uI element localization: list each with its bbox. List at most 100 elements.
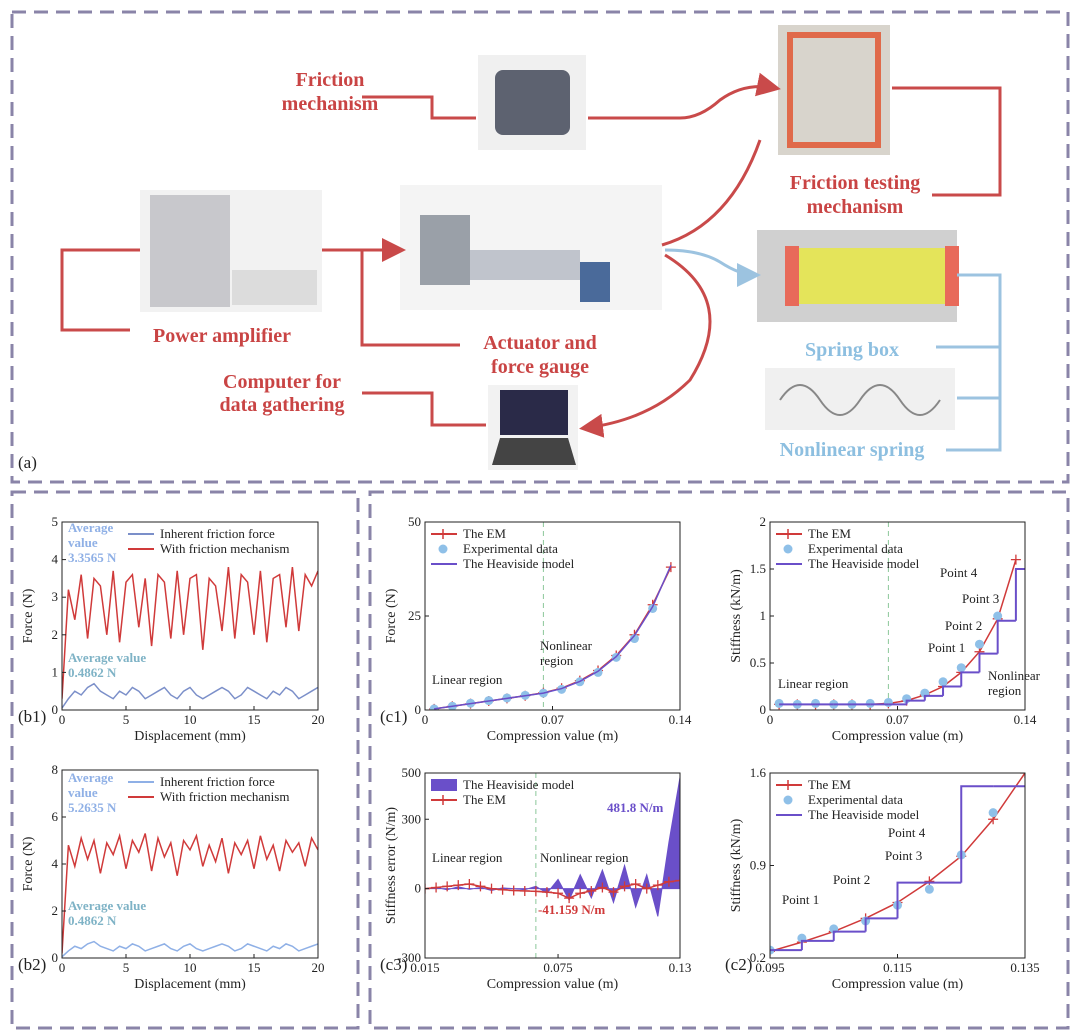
y-axis-label: Force (N) — [384, 588, 399, 643]
panel-label: (c2) — [725, 955, 752, 974]
annotation: Linear region — [432, 850, 503, 865]
label: Nonlinear spring — [780, 439, 925, 461]
x-tick-label: 10 — [184, 712, 197, 727]
annotation: Point 4 — [888, 825, 926, 840]
legend-label: The EM — [463, 792, 506, 807]
legend-label: The EM — [808, 526, 851, 541]
plus-marker — [1010, 554, 1021, 565]
legend-label: The Heaviside model — [808, 807, 920, 822]
x-tick-label: 15 — [248, 712, 261, 727]
annotation: Average value — [68, 898, 146, 913]
plot — [770, 773, 1025, 957]
label: force gauge — [491, 356, 589, 378]
x-tick-label: 0.075 — [543, 960, 572, 975]
x-tick-label: 0.095 — [755, 960, 784, 975]
label: Actuator and — [483, 332, 597, 354]
y-tick-label: 2 — [52, 627, 59, 642]
y-tick-label: 0.2 — [750, 950, 766, 965]
x-axis-label: Compression value (m) — [487, 977, 619, 992]
y-tick-label: 4 — [52, 856, 59, 871]
plus-marker — [586, 885, 597, 896]
plus-marker — [924, 876, 935, 887]
legend-label: Experimental data — [463, 541, 558, 556]
label: mechanism — [807, 196, 904, 218]
y-tick-label: 6 — [52, 809, 59, 824]
label: data gathering — [220, 394, 345, 416]
legend-swatch — [438, 529, 448, 539]
panel-label: (a) — [18, 453, 37, 472]
panel-frame — [368, 490, 1070, 1030]
y-tick-label: 0.5 — [750, 655, 766, 670]
y-tick-label: 0 — [52, 702, 59, 717]
legend-label: The Heaviside model — [808, 556, 920, 571]
data-point — [956, 663, 966, 673]
x-tick-label: 0 — [59, 712, 66, 727]
x-axis-label: Displacement (mm) — [134, 977, 246, 992]
legend-label: With friction mechanism — [160, 541, 289, 556]
annotation: Point 4 — [940, 565, 978, 580]
step-segment — [960, 785, 994, 883]
series-line — [62, 567, 318, 699]
x-axis-label: Displacement (mm) — [134, 729, 246, 744]
data-point — [993, 611, 1003, 621]
plus-marker — [564, 893, 575, 904]
y-tick-label: 0 — [760, 702, 767, 717]
step-segment — [896, 881, 930, 919]
label: Computer for — [223, 371, 341, 393]
legend-label: Inherent friction force — [160, 774, 275, 789]
label: Spring box — [805, 339, 899, 361]
plot — [62, 832, 318, 958]
data-point — [883, 697, 893, 707]
series-line — [62, 940, 318, 958]
label: mechanism — [282, 93, 379, 115]
x-axis-label: Compression value (m) — [487, 729, 619, 744]
x-tick-label: 0.115 — [883, 960, 912, 975]
panel-frame — [10, 490, 360, 1030]
plus-marker — [519, 885, 530, 896]
panel-label: (b2) — [18, 955, 46, 974]
legend-label: Experimental data — [808, 541, 903, 556]
annotation: 0.4862 N — [68, 665, 117, 680]
plus-marker — [453, 880, 464, 891]
x-tick-label: 0.135 — [1010, 960, 1039, 975]
x-tick-label: 5 — [123, 712, 130, 727]
annotation: Linear region — [432, 672, 503, 687]
plus-marker — [675, 875, 680, 886]
x-tick-label: 15 — [248, 960, 261, 975]
x-tick-label: 0 — [422, 712, 429, 727]
legend-swatch — [438, 795, 448, 805]
x-tick-label: 0.07 — [541, 712, 564, 727]
legend-swatch — [783, 795, 793, 805]
annotation: 481.8 N/m — [607, 800, 664, 815]
annotation: region — [540, 653, 574, 668]
panel-label: (c1) — [380, 707, 407, 726]
y-tick-label: 3 — [52, 589, 59, 604]
step-segment — [960, 671, 980, 687]
x-tick-label: 0 — [767, 712, 774, 727]
legend-label: The EM — [808, 777, 851, 792]
legend-swatch — [438, 544, 448, 554]
plus-marker — [665, 562, 676, 573]
y-axis-label: Force (N) — [21, 836, 36, 891]
series-line — [62, 682, 318, 709]
y-tick-label: -300 — [397, 950, 421, 965]
y-axis-label: Stiffness (kN/m) — [729, 818, 744, 912]
plus-marker — [442, 881, 453, 892]
legend-label: The Heaviside model — [463, 777, 575, 792]
plot — [774, 522, 1025, 710]
plus-marker — [597, 882, 608, 893]
panel-frame — [10, 10, 1070, 484]
plot-frame — [424, 772, 681, 959]
step-segment — [832, 930, 866, 941]
connectors — [60, 72, 1002, 452]
step-segment — [800, 939, 834, 951]
y-tick-label: 4 — [52, 552, 59, 567]
x-axis-label: Compression value (m) — [832, 977, 964, 992]
y-tick-label: 500 — [402, 765, 422, 780]
legend-label: With friction mechanism — [160, 789, 289, 804]
x-tick-label: 0.14 — [669, 712, 692, 727]
annotation: region — [988, 683, 1022, 698]
x-tick-label: 10 — [184, 960, 197, 975]
data-point — [924, 884, 934, 894]
plus-marker — [508, 885, 519, 896]
